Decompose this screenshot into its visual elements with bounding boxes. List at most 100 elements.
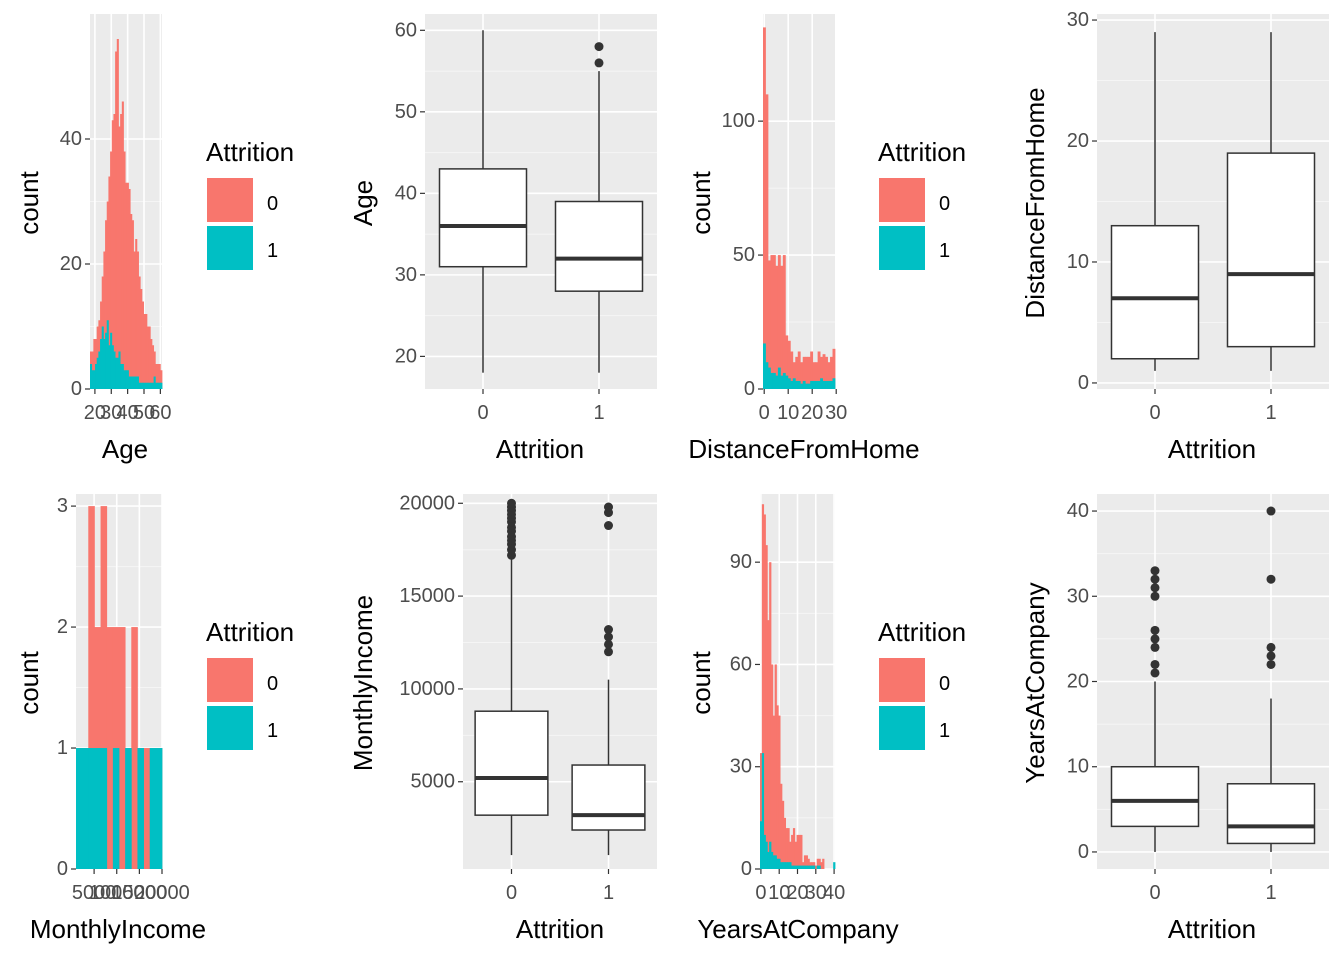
bar-attrition-1 <box>778 858 781 869</box>
bar-attrition-1 <box>816 865 819 869</box>
bar-attrition-1 <box>133 376 136 389</box>
bar-attrition-1 <box>812 380 816 389</box>
bar-attrition-1 <box>158 382 161 389</box>
bar-attrition-1 <box>805 865 808 869</box>
legend-label-left: 1 <box>939 720 950 742</box>
plot-layer: 20 30 40 50 60 0 1 <box>395 14 657 424</box>
bar-attrition-0 <box>106 201 109 389</box>
iqr-box <box>438 168 528 268</box>
bar-attrition-1 <box>93 370 96 389</box>
bar-attrition-0 <box>131 627 138 869</box>
bar-attrition-0 <box>802 356 806 389</box>
box-attrition-0 <box>1110 566 1200 852</box>
bar-attrition-0 <box>141 301 144 389</box>
bar-attrition-1 <box>794 865 797 869</box>
bar-attrition-1 <box>807 865 810 869</box>
bar-attrition-1 <box>110 332 113 389</box>
y-axis-title: MonthlyIncome <box>348 595 378 771</box>
bar-attrition-1 <box>827 380 831 389</box>
x-axis-title: YearsAtCompany <box>697 914 898 944</box>
bar-attrition-0 <box>120 114 123 389</box>
bar-attrition-1 <box>123 370 126 389</box>
box-attrition-0 <box>438 30 528 373</box>
outlier-point <box>604 647 613 657</box>
x-tick-label: 20 <box>786 882 808 904</box>
y-tick-label: 40 <box>60 128 82 150</box>
bar-attrition-1 <box>805 383 809 389</box>
bar-attrition-1 <box>141 382 144 389</box>
legend-label-stayed: 0 <box>267 673 278 695</box>
bar-attrition-0 <box>767 620 770 869</box>
bar-attrition-0 <box>160 370 163 389</box>
x-tick-label: 40 <box>823 882 845 904</box>
bar-attrition-0 <box>138 276 141 389</box>
bar-attrition-0 <box>803 855 807 869</box>
bar-attrition-0 <box>772 715 776 869</box>
bar-attrition-0 <box>113 114 116 389</box>
bar-attrition-1 <box>776 858 779 869</box>
bar-attrition-0 <box>88 506 95 869</box>
y-tick-label: 100 <box>722 110 755 132</box>
y-tick-label: 50 <box>733 244 755 266</box>
y-tick-label: 0 <box>744 378 755 400</box>
y-tick-label: 10000 <box>399 678 455 700</box>
bar-attrition-0 <box>763 27 766 390</box>
x-tick-label: 0 <box>477 402 488 424</box>
bar-attrition-1 <box>138 382 141 389</box>
bar-attrition-1 <box>121 364 124 389</box>
legend-title: Attrition <box>878 137 966 167</box>
box-attrition-0 <box>1110 32 1200 371</box>
legend-key-stayed <box>207 658 253 702</box>
bar-attrition-1 <box>807 383 811 389</box>
y-tick-label: 20 <box>60 253 82 275</box>
bar-attrition-0 <box>156 364 160 389</box>
bar-attrition-0 <box>820 356 823 389</box>
bar-attrition-1 <box>810 380 814 389</box>
bar-attrition-1 <box>830 380 833 389</box>
bar-attrition-1 <box>790 380 794 389</box>
x-axis-title: Attrition <box>496 434 584 464</box>
legend-label-stayed: 0 <box>939 193 950 215</box>
bar-attrition-1 <box>100 339 103 389</box>
legend-key-left <box>207 226 253 270</box>
bar-attrition-1 <box>811 865 814 869</box>
x-tick-label: 30 <box>825 402 847 424</box>
bar-attrition-1 <box>813 865 816 869</box>
bar-attrition-0 <box>785 335 789 389</box>
bar-attrition-0 <box>780 783 783 869</box>
legend-key-stayed <box>879 178 925 222</box>
bar-attrition-1 <box>761 753 765 869</box>
bar-attrition-1 <box>809 865 812 869</box>
y-axis-title: DistanceFromHome <box>1020 87 1050 318</box>
bar-attrition-0 <box>796 834 799 869</box>
outlier-point <box>1266 574 1276 584</box>
bar-attrition-1 <box>140 382 143 389</box>
bar-attrition-0 <box>820 862 823 869</box>
bar-attrition-1 <box>112 748 120 869</box>
bar-attrition-0 <box>775 265 779 389</box>
bar-attrition-0 <box>143 314 146 389</box>
bar-attrition-0 <box>822 858 825 869</box>
bar-attrition-1 <box>146 382 150 389</box>
x-tick-label: 0 <box>755 882 766 904</box>
y-tick-label: 90 <box>730 551 752 573</box>
bar-attrition-1 <box>767 367 771 389</box>
x-tick-label: 0 <box>506 882 517 904</box>
box-attrition-1 <box>554 42 644 373</box>
bar-attrition-0 <box>145 314 148 389</box>
bar-attrition-0 <box>153 351 156 389</box>
x-axis-title: Attrition <box>516 914 604 944</box>
bar-attrition-1 <box>769 841 772 869</box>
bar-attrition-0 <box>136 251 139 389</box>
bar-attrition-1 <box>765 362 769 389</box>
outlier-point <box>1266 651 1276 661</box>
bar-attrition-0 <box>94 627 101 869</box>
bar-attrition-1 <box>95 364 98 389</box>
bar-attrition-0 <box>135 239 138 389</box>
bar-attrition-0 <box>785 828 788 869</box>
bar-attrition-1 <box>787 378 791 389</box>
y-axis-title: count <box>686 650 716 714</box>
bar-attrition-0 <box>148 326 151 389</box>
x-tick-label: 30 <box>100 402 122 424</box>
